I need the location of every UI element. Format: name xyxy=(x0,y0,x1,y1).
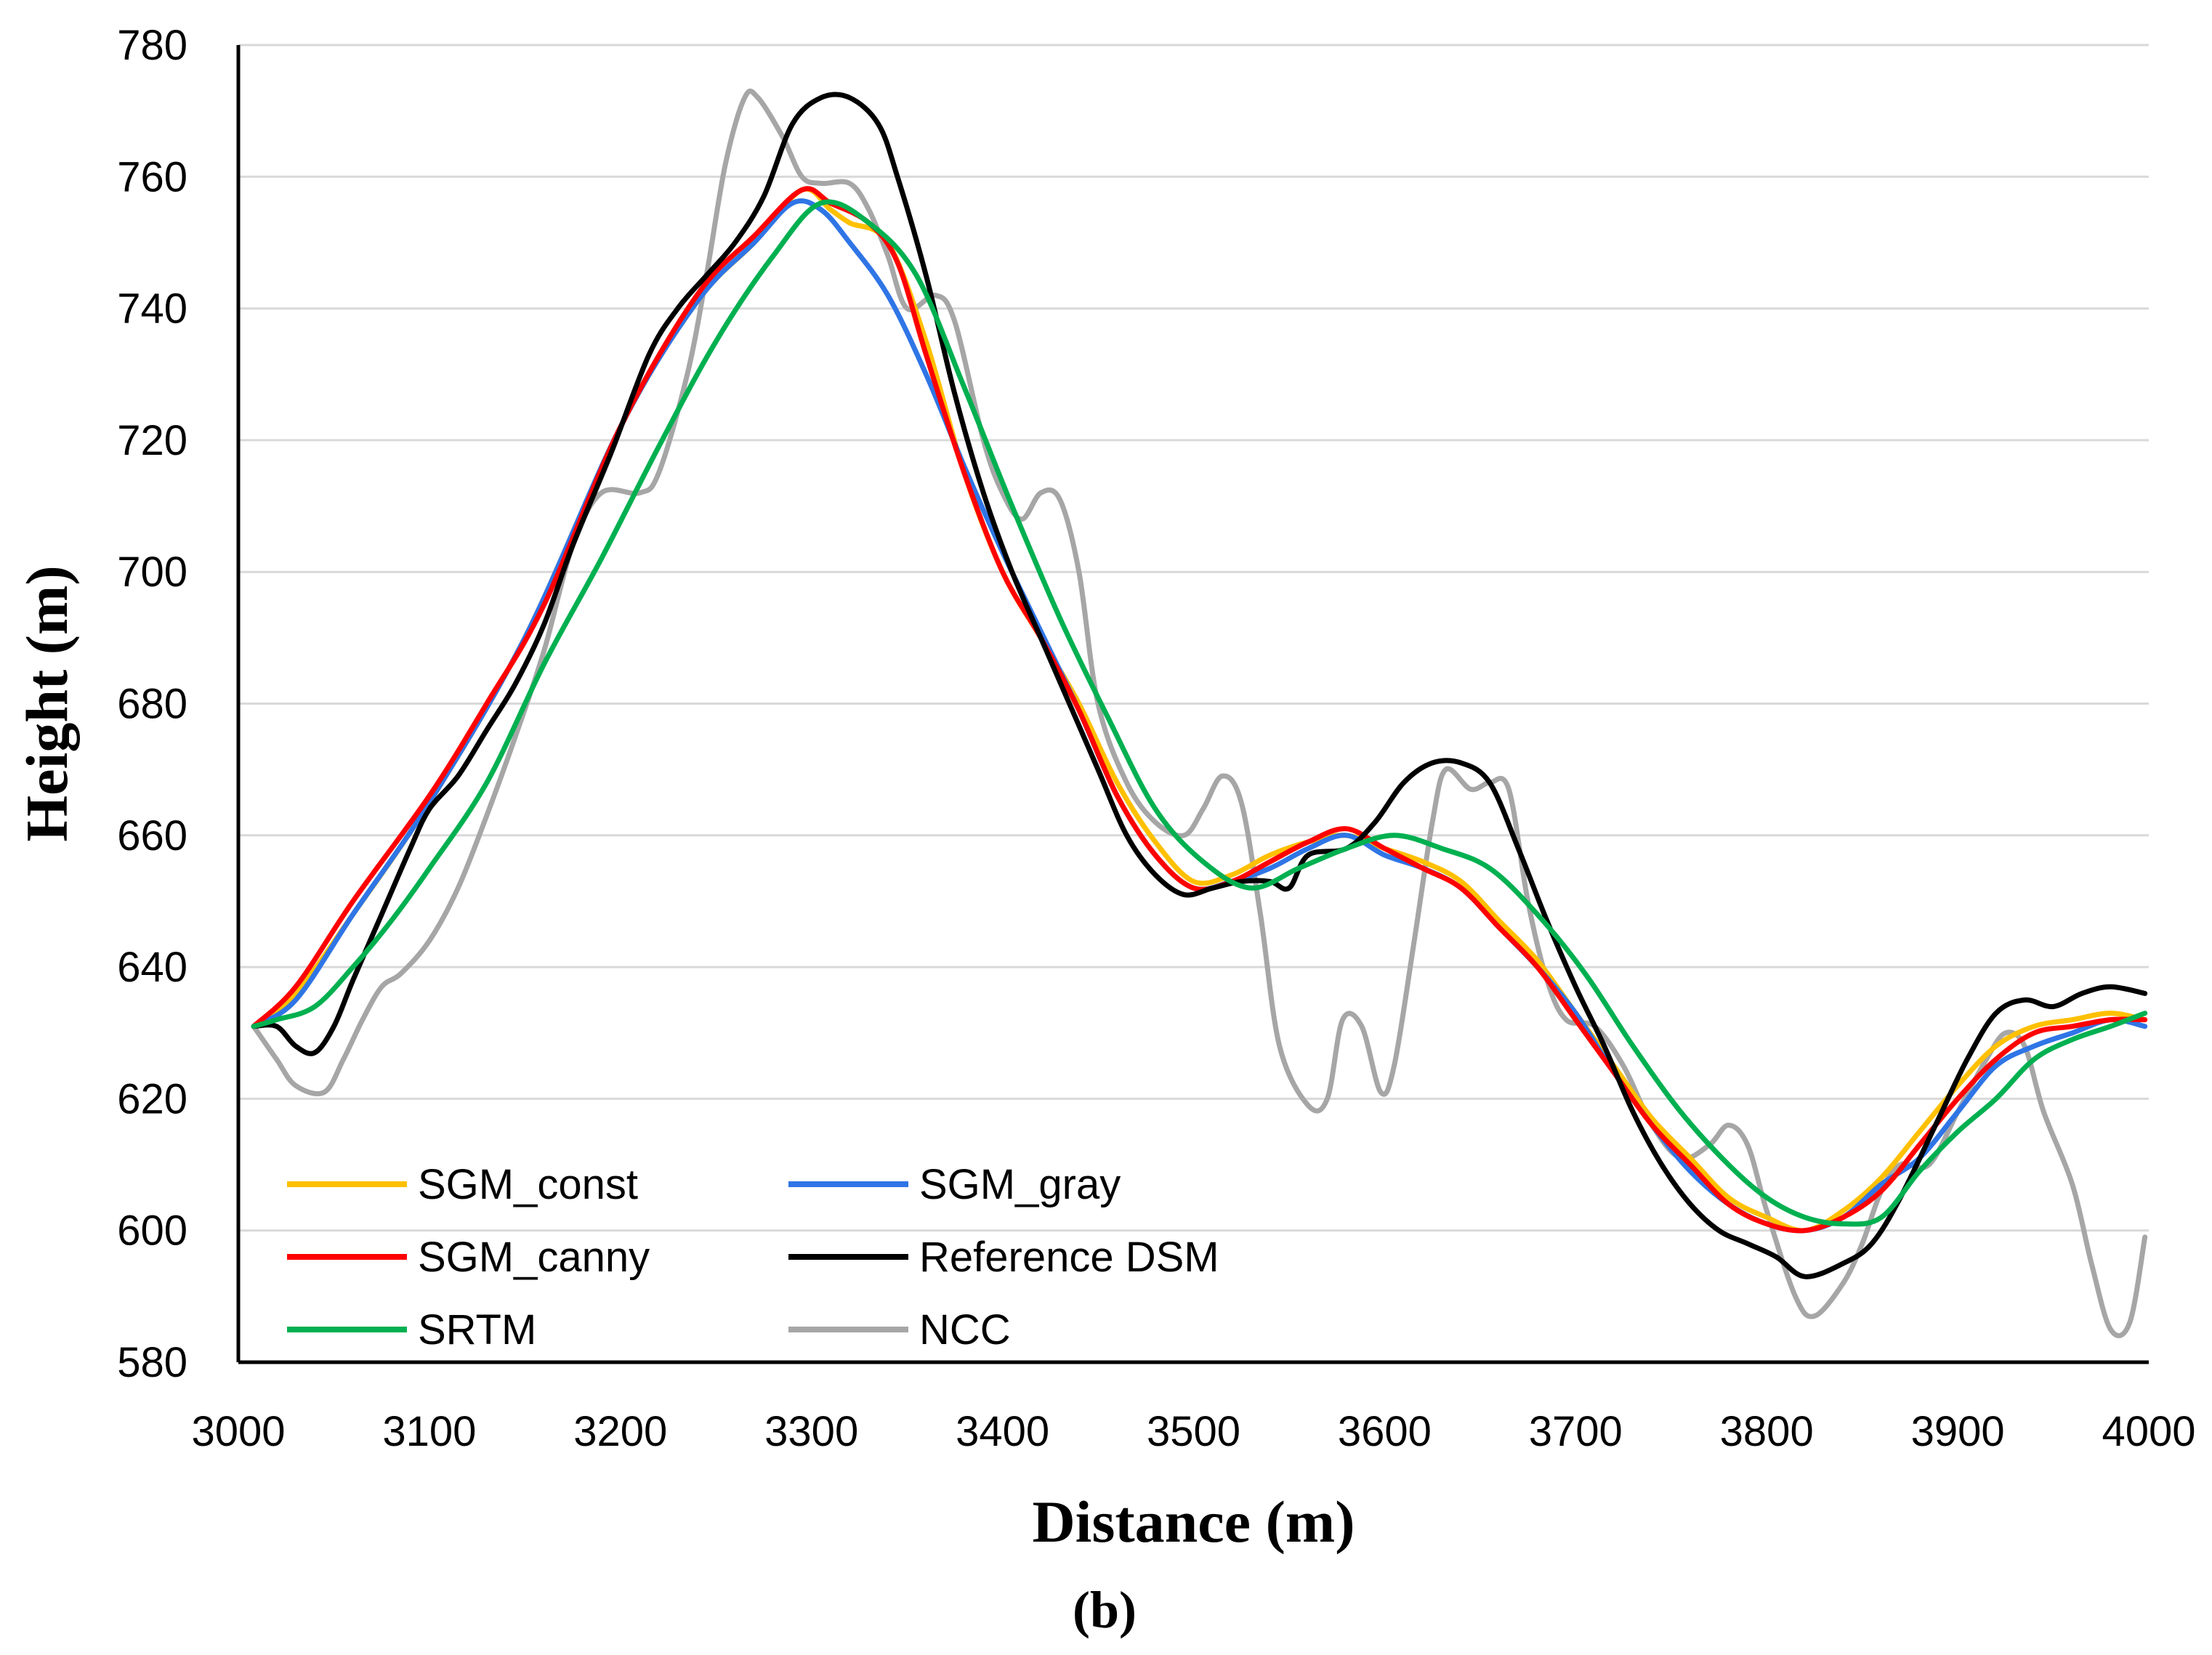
y-tick-label: 600 xyxy=(117,1207,187,1255)
x-tick-label: 3000 xyxy=(191,1408,285,1455)
y-tick-label: 720 xyxy=(117,417,187,464)
y-axis-title: Height (m) xyxy=(14,565,80,841)
legend-label-reference-dsm: Reference DSM xyxy=(919,1234,1219,1281)
x-tick-label: 3600 xyxy=(1338,1408,1432,1455)
series-line-srtm xyxy=(251,199,2148,1227)
series-line-reference-dsm xyxy=(251,92,2148,1279)
y-tick-labels: 580 600 620 640 660 680 700 720 740 760 780 xyxy=(117,22,187,1386)
y-tick-label: 740 xyxy=(117,286,187,333)
x-axis-title: Distance (m) xyxy=(1032,1489,1355,1555)
x-tick-label: 3200 xyxy=(573,1408,667,1455)
x-tick-label: 3300 xyxy=(764,1408,858,1455)
x-tick-label: 3100 xyxy=(382,1408,476,1455)
y-tick-label: 680 xyxy=(117,681,187,728)
y-tick-label: 640 xyxy=(117,944,187,991)
y-tick-label: 700 xyxy=(117,549,187,596)
legend-label-srtm: SRTM xyxy=(418,1306,536,1353)
x-tick-label: 3700 xyxy=(1529,1408,1623,1455)
series-lines xyxy=(251,88,2148,1338)
legend-label-sgm-const: SGM_const xyxy=(418,1161,638,1208)
legend-label-sgm-gray: SGM_gray xyxy=(919,1161,1121,1208)
figure-caption: (b) xyxy=(1073,1581,1137,1639)
series-line-sgm-gray xyxy=(251,198,2148,1234)
x-tick-label: 3800 xyxy=(1720,1408,1814,1455)
legend-label-ncc: NCC xyxy=(919,1306,1011,1353)
x-tick-label: 3400 xyxy=(956,1408,1049,1455)
x-tick-labels: 3000 3100 3200 3300 3400 3500 3600 3700 3800 3900… xyxy=(191,1408,2195,1455)
x-tick-label: 3900 xyxy=(1911,1408,2005,1455)
legend: SGM_const SGM_gray SGM_canny Reference DSM S… xyxy=(287,1161,1219,1353)
legend-label-sgm-canny: SGM_canny xyxy=(418,1234,650,1281)
series-line-sgm-const xyxy=(251,186,2148,1234)
series-line-ncc xyxy=(251,88,2148,1338)
y-tick-label: 760 xyxy=(117,153,187,201)
y-tick-label: 660 xyxy=(117,812,187,859)
axes xyxy=(236,45,2149,1364)
y-tick-label: 780 xyxy=(117,22,187,69)
x-tick-label: 3500 xyxy=(1147,1408,1240,1455)
series-line-sgm-canny xyxy=(251,186,2148,1234)
y-tick-label: 580 xyxy=(117,1339,187,1386)
x-tick-label: 4000 xyxy=(2102,1408,2195,1455)
y-tick-label: 620 xyxy=(117,1075,187,1122)
